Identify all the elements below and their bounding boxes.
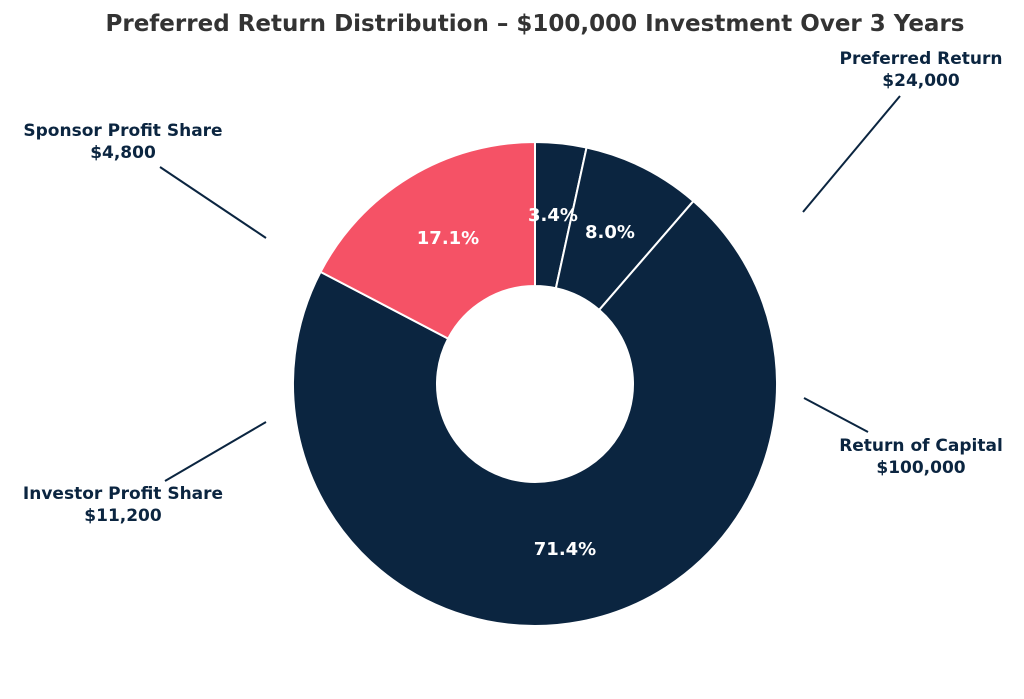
donut-slice-preferred-return	[319, 140, 536, 340]
leader-line-return-of-capital	[803, 397, 869, 433]
percent-label-return-of-capital: 71.4%	[534, 539, 596, 560]
category-label-sponsor-profit-share: Sponsor Profit Share	[23, 121, 222, 141]
amount-label-return-of-capital: $100,000	[876, 458, 965, 478]
amount-label-sponsor-profit-share: $4,800	[90, 143, 156, 163]
category-label-preferred-return: Preferred Return	[839, 49, 1002, 69]
category-label-return-of-capital: Return of Capital	[839, 436, 1003, 456]
percent-label-preferred-return: 17.1%	[417, 228, 479, 249]
amount-label-preferred-return: $24,000	[882, 71, 960, 91]
percent-label-sponsor-profit-share: 3.4%	[528, 205, 578, 226]
amount-label-investor-profit-share: $11,200	[84, 506, 162, 526]
donut-slice-return-of-capital	[292, 199, 778, 627]
leader-line-sponsor-profit-share	[159, 166, 267, 239]
leader-line-investor-profit-share	[164, 421, 267, 482]
labels-layer: 3.4% 8.0% 71.4% 17.1% Sponsor Profit Share$4…	[23, 49, 1003, 560]
chart-title: Preferred Return Distribution – $100,000…	[106, 11, 965, 37]
category-label-investor-profit-share: Investor Profit Share	[23, 484, 223, 504]
leader-line-preferred-return	[802, 95, 901, 213]
slices-layer	[292, 140, 778, 627]
percent-label-investor-profit-share: 8.0%	[585, 222, 635, 243]
